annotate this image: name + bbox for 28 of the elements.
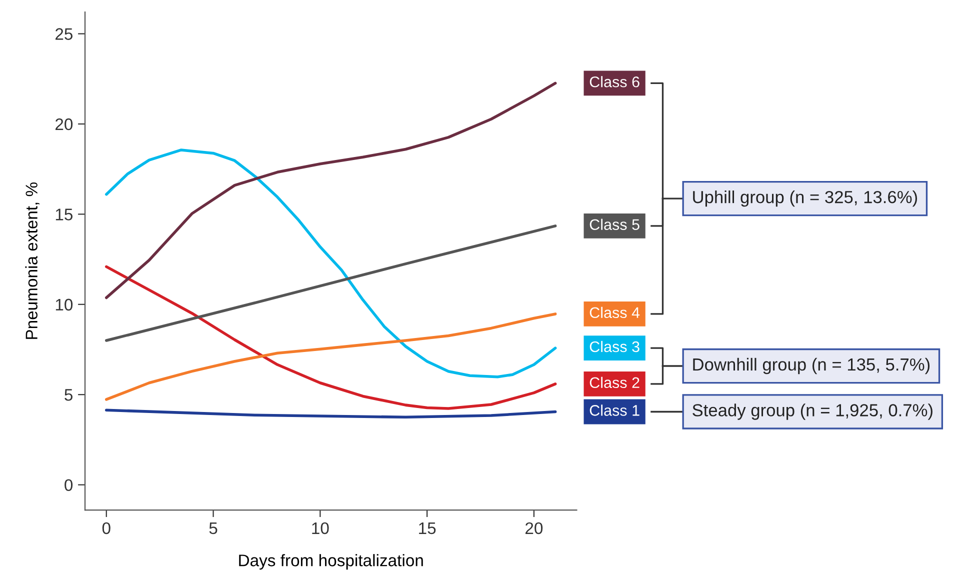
x-tick-label: 15	[419, 522, 436, 534]
line-series	[104, 408, 557, 419]
text: Steady group (n = 1,925, 0.7%)	[692, 404, 932, 420]
line-series	[104, 312, 557, 401]
x-tick-label: 5	[209, 522, 218, 534]
x-tick-label: 0	[102, 522, 110, 534]
y-tick-label: 15	[56, 208, 73, 220]
text: Downhill group (n = 135, 5.7%)	[693, 358, 930, 374]
y-tick-label: 25	[56, 28, 73, 40]
y-tick-label: 10	[56, 298, 73, 311]
text: Class 5	[590, 218, 640, 230]
y-tick-label: 0	[64, 479, 73, 492]
text: Uphill group (n = 325, 13.6%)	[693, 190, 917, 207]
y-axis-title: Pneumonia extent, %	[25, 182, 40, 339]
x-tick-label: 20	[526, 522, 543, 534]
text: Class 3	[590, 340, 640, 352]
y-tick-label: 5	[64, 389, 73, 401]
x-axis-title: Days from hospitalization	[239, 554, 423, 570]
text: Class 2	[590, 376, 640, 388]
line-series	[104, 82, 557, 300]
x-tick-label: 10	[312, 522, 329, 534]
line-series	[104, 224, 557, 342]
y-tick-label: 20	[56, 118, 73, 130]
text: Class 1	[590, 404, 640, 416]
text: Class 6	[590, 76, 640, 88]
line-series	[104, 265, 557, 410]
line-series	[104, 148, 557, 378]
text: Class 4	[590, 306, 640, 318]
